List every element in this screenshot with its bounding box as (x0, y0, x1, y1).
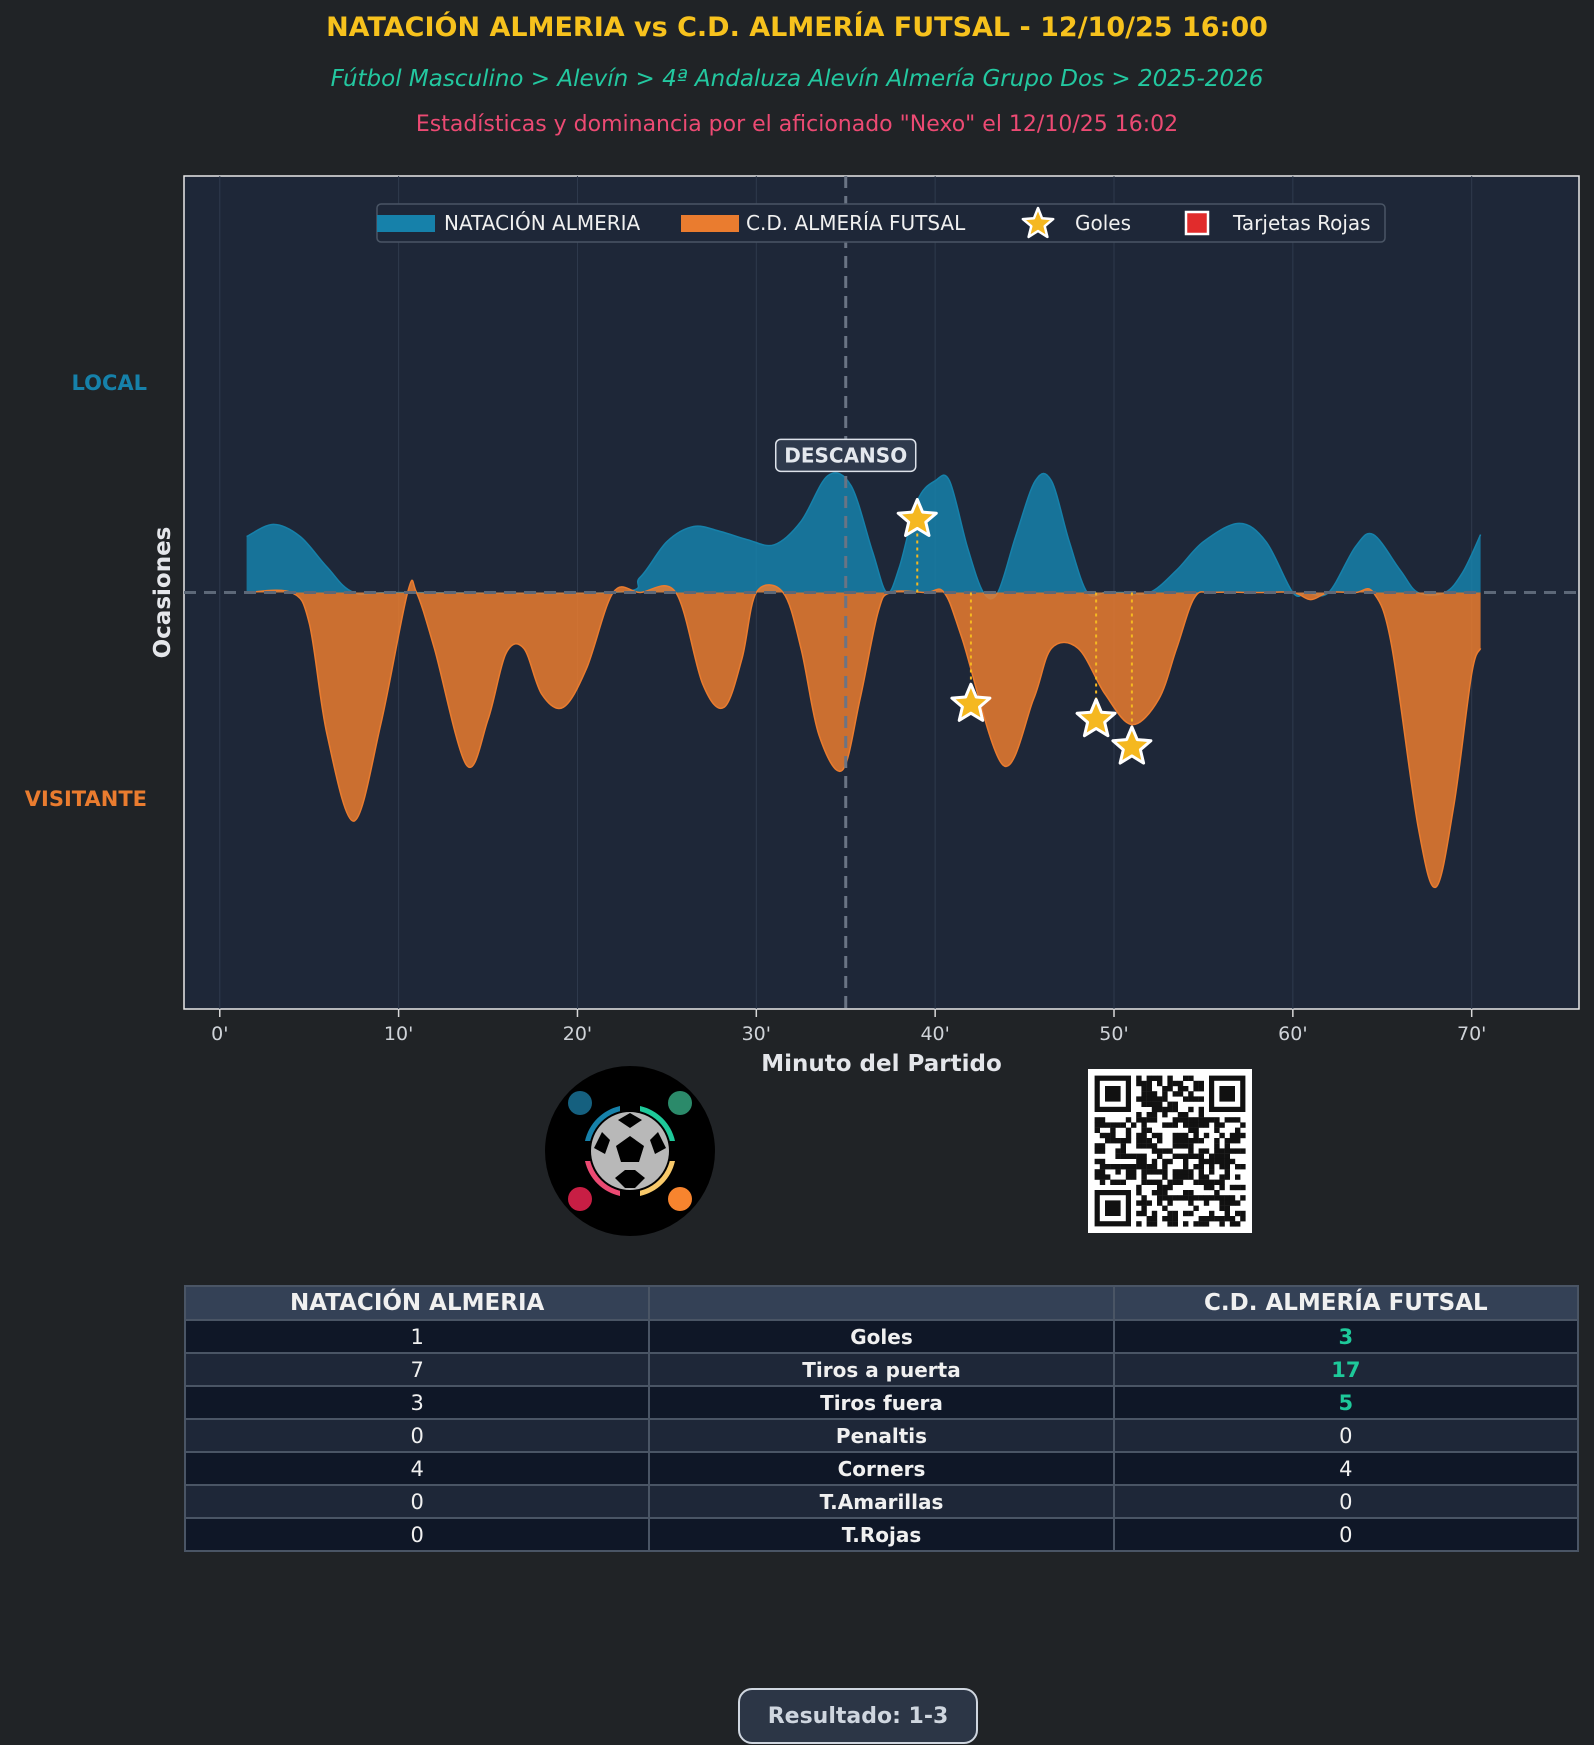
match-stats-table: NATACIÓN ALMERIA C.D. ALMERÍA FUTSAL 1 Go… (183, 1285, 1580, 1552)
home-value-cell: 0 (183, 1484, 651, 1519)
table-row: 7 Tiros a puerta 17 (183, 1352, 1580, 1387)
stat-name-cell: T.Amarillas (648, 1484, 1115, 1519)
goal-star-icon (950, 682, 992, 722)
away-value-cell: 3 (1112, 1319, 1580, 1354)
away-dominance-area (246, 580, 1481, 888)
home-value-cell: 3 (183, 1385, 651, 1420)
legend-swatch (681, 215, 739, 232)
table-row: 3 Tiros fuera 5 (183, 1385, 1580, 1420)
local-side-label: LOCAL (71, 371, 147, 395)
x-tick-label: 40' (920, 1023, 949, 1045)
home-value-cell: 0 (183, 1517, 651, 1552)
legend-star-icon (1021, 206, 1055, 239)
home-value-cell: 0 (183, 1418, 651, 1453)
table-row: 1 Goles 3 (183, 1319, 1580, 1354)
home-value-cell: 1 (183, 1319, 651, 1354)
goal-markers (896, 497, 1153, 765)
halftime-label: DESCANSO (784, 443, 907, 467)
away-value-cell: 5 (1112, 1385, 1580, 1420)
away-dominance-area-line (246, 579, 1482, 888)
legend-swatch (377, 215, 435, 232)
legend-red-card-icon (1184, 210, 1210, 236)
x-tick-label: 70' (1457, 1023, 1486, 1045)
stat-name-cell: Tiros a puerta (648, 1352, 1115, 1387)
away-value-cell: 0 (1112, 1484, 1580, 1519)
goal-star-icon (1111, 725, 1153, 765)
x-tick-label: 50' (1099, 1023, 1128, 1045)
away-value-cell: 4 (1112, 1451, 1580, 1486)
page-title: NATACIÓN ALMERIA vs C.D. ALMERÍA FUTSAL … (326, 12, 1268, 43)
x-tick-label: 0' (211, 1023, 228, 1045)
home-value-cell: 7 (183, 1352, 651, 1387)
dominance-chart: DESCANSO 0' 10' 20' 30' 40' 50' 60' 70' LOCAL V… (25, 175, 1580, 1077)
x-tick-label: 10' (384, 1023, 413, 1045)
home-team-header: NATACIÓN ALMERIA (183, 1285, 651, 1321)
home-dominance-area (246, 472, 1481, 599)
legend-label: Goles (1075, 211, 1131, 235)
away-value-cell: 0 (1112, 1517, 1580, 1552)
stat-name-cell: Goles (648, 1319, 1115, 1354)
result-badge: Resultado: 1-3 (738, 1688, 978, 1744)
chart-legend: NATACIÓN ALMERIA C.D. ALMERÍA FUTSAL Goles… (376, 203, 1386, 243)
table-row: 0 T.Rojas 0 (183, 1517, 1580, 1552)
stats-credit: Estadísticas y dominancia por el aficion… (415, 112, 1179, 137)
x-axis-label: Minuto del Partido (761, 1051, 1002, 1077)
goal-star-icon (1075, 698, 1117, 738)
goal-star-icon (896, 497, 938, 537)
legend-label: Tarjetas Rojas (1232, 211, 1371, 235)
stat-name-cell: Penaltis (648, 1418, 1115, 1453)
stat-name-cell: Tiros fuera (648, 1385, 1115, 1420)
x-tick-label: 60' (1278, 1023, 1307, 1045)
home-value-cell: 4 (183, 1451, 651, 1486)
dominance-areas: DESCANSO (184, 176, 1579, 1009)
table-header-row: NATACIÓN ALMERIA C.D. ALMERÍA FUTSAL (183, 1285, 1580, 1321)
stat-name-cell: T.Rojas (648, 1517, 1115, 1552)
table-row: 0 Penaltis 0 (183, 1418, 1580, 1453)
table-row: 4 Corners 4 (183, 1451, 1580, 1486)
stat-header (648, 1285, 1115, 1321)
away-value-cell: 17 (1112, 1352, 1580, 1387)
x-tick-label: 20' (563, 1023, 592, 1045)
x-tick-label: 30' (742, 1023, 771, 1045)
away-team-header: C.D. ALMERÍA FUTSAL (1112, 1285, 1580, 1321)
away-value-cell: 0 (1112, 1418, 1580, 1453)
qr-code-icon (1088, 1069, 1252, 1233)
competition-breadcrumb: Fútbol Masculino > Alevín > 4ª Andaluza … (330, 66, 1264, 92)
table-row: 0 T.Amarillas 0 (183, 1484, 1580, 1519)
legend-label: C.D. ALMERÍA FUTSAL (746, 211, 966, 235)
stat-name-cell: Corners (648, 1451, 1115, 1486)
halftime-badge (774, 438, 917, 473)
football-community-logo-icon (545, 1066, 715, 1236)
y-axis-label: Ocasiones (150, 527, 176, 659)
x-axis: 0' 10' 20' 30' 40' 50' 60' 70' (211, 1009, 1486, 1045)
legend-label: NATACIÓN ALMERIA (444, 211, 641, 235)
visitante-side-label: VISITANTE (25, 787, 147, 811)
